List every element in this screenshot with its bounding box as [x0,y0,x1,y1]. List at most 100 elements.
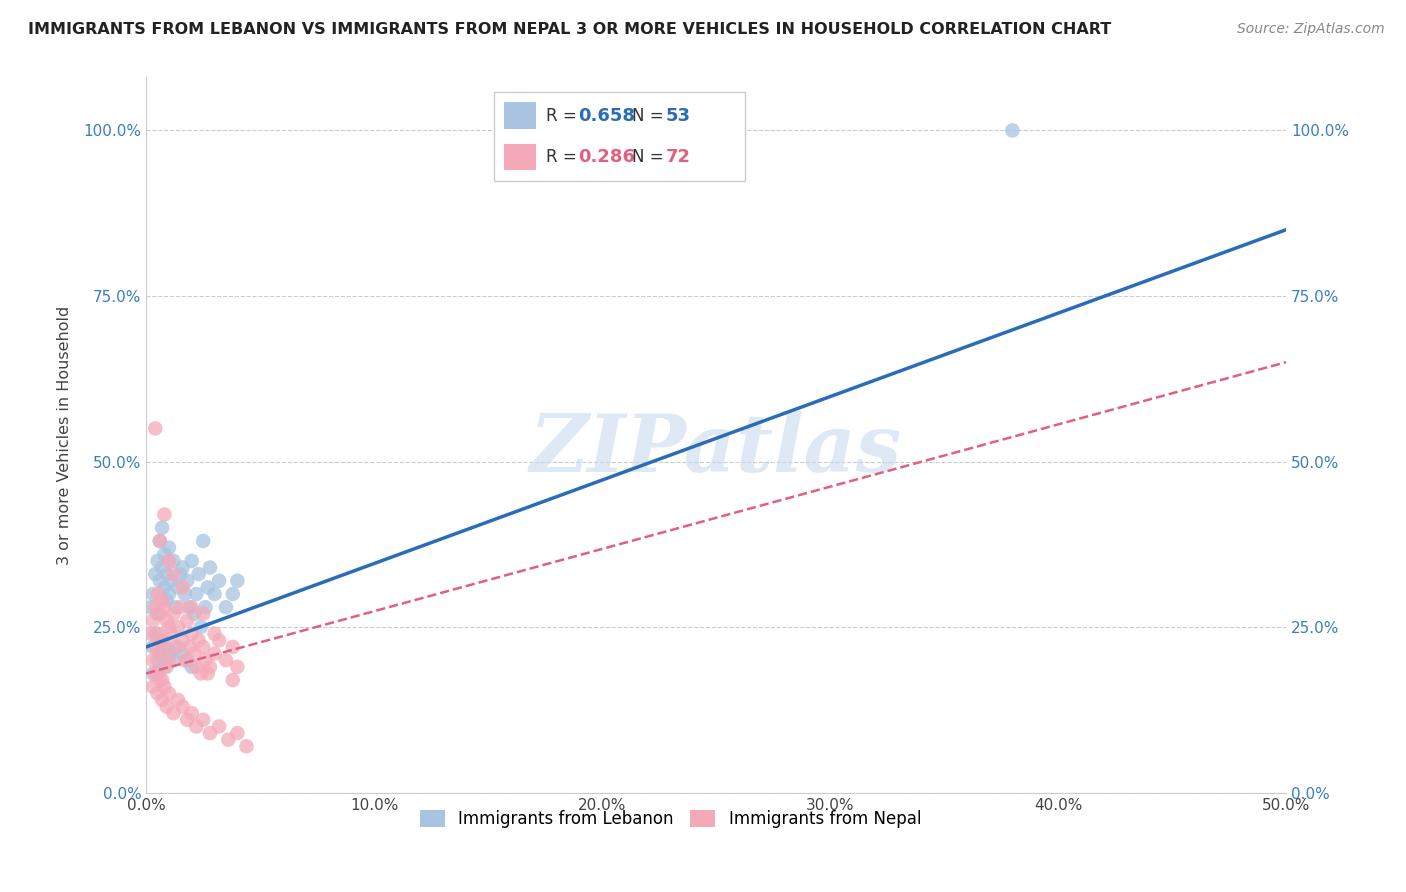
Point [226,574,249,588]
Point [142,653,165,667]
Point [153,508,176,522]
Point [217,732,239,747]
Point [183,647,205,661]
Point [204,587,226,601]
Point [150,693,173,707]
Point [143,626,166,640]
Point [153,600,176,615]
Point [143,640,166,654]
Point [226,726,249,740]
Point [190,666,212,681]
Point [162,607,184,621]
Point [143,567,166,582]
Point [156,660,179,674]
Point [167,620,190,634]
Point [180,554,202,568]
Point [139,626,162,640]
Point [167,640,190,654]
Point [215,600,238,615]
Point [142,587,165,601]
Point [157,620,180,634]
Point [149,534,172,549]
Point [149,607,172,621]
Point [160,626,183,640]
Point [198,726,221,740]
Point [149,647,172,661]
Point [191,607,214,621]
Point [149,534,172,549]
Point [150,633,173,648]
Point [146,607,169,621]
Point [190,620,212,634]
Point [165,640,187,654]
Point [222,673,245,687]
Point [150,633,173,648]
Point [208,719,231,733]
Point [169,567,191,582]
Point [146,686,169,700]
Point [204,647,226,661]
Point [191,534,214,549]
Point [197,580,219,594]
Point [156,593,179,607]
Point [222,640,245,654]
Point [146,666,169,681]
Point [169,600,191,615]
Point [162,653,184,667]
Point [156,640,179,654]
Legend: Immigrants from Lebanon, Immigrants from Nepal: Immigrants from Lebanon, Immigrants from… [413,803,928,834]
Point [165,600,187,615]
Point [198,560,221,574]
Point [156,567,179,582]
Point [215,653,238,667]
Point [167,693,190,707]
Point [197,666,219,681]
Point [172,560,194,574]
Point [179,640,201,654]
Point [191,713,214,727]
Point [150,673,173,687]
Point [157,647,180,661]
Point [142,680,165,694]
Point [162,567,184,582]
Point [204,626,226,640]
Point [208,574,231,588]
Point [174,653,197,667]
Point [146,554,169,568]
Point [186,587,208,601]
Point [153,547,176,561]
Point [153,580,176,594]
Point [157,541,180,555]
Point [160,574,183,588]
Point [142,640,165,654]
Point [157,554,180,568]
Point [176,653,198,667]
Point [150,593,173,607]
Point [180,600,202,615]
Point [153,680,176,694]
Point [139,600,162,615]
Point [1001,123,1024,137]
Point [143,666,166,681]
Point [186,719,208,733]
Point [149,647,172,661]
Point [162,706,184,721]
Point [153,660,176,674]
Point [235,739,257,754]
Point [172,699,194,714]
Point [180,706,202,721]
Point [150,560,173,574]
Point [183,607,205,621]
Point [187,633,209,648]
Point [176,614,198,628]
Point [157,686,180,700]
Point [149,673,172,687]
Point [174,587,197,601]
Point [153,640,176,654]
Point [156,699,179,714]
Point [172,580,194,594]
Point [142,614,165,628]
Point [187,567,209,582]
Point [157,653,180,667]
Point [149,574,172,588]
